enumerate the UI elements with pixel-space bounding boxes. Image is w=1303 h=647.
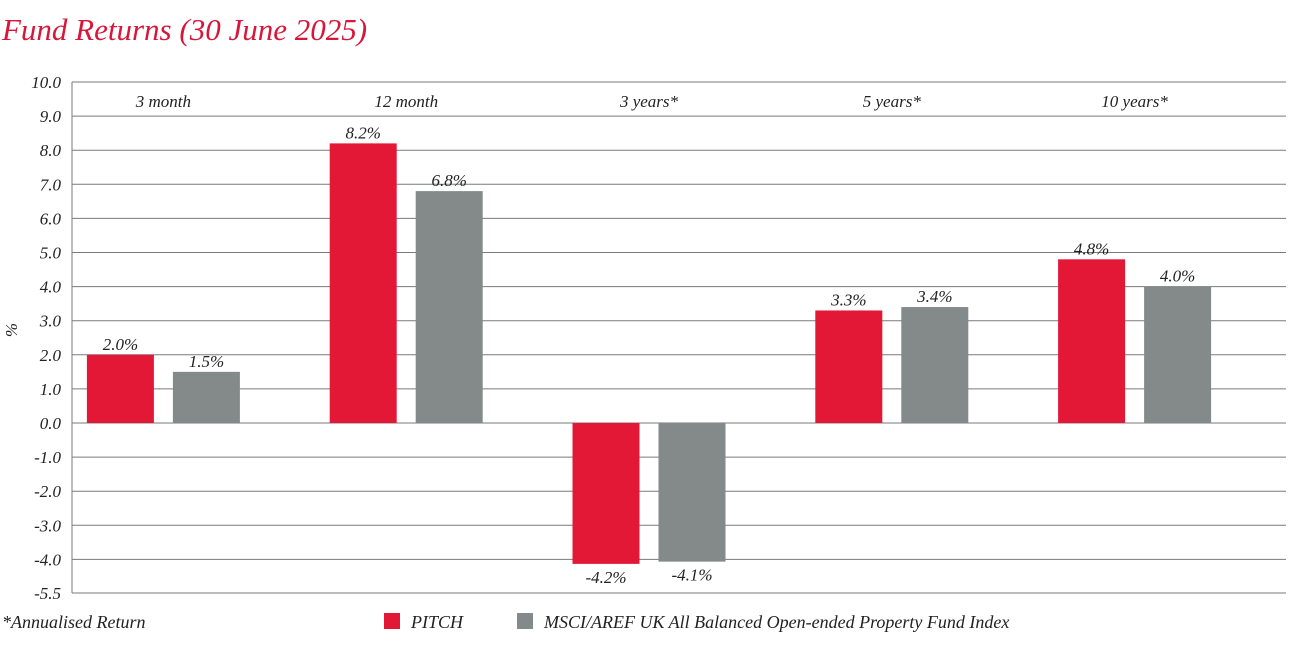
legend-label-pitch: PITCH: [410, 612, 464, 632]
bar-pitch: [329, 143, 397, 423]
y-tick-label: 4.0: [40, 278, 62, 297]
data-label: 4.0%: [1160, 267, 1195, 286]
bar-pitch: [86, 354, 154, 423]
bar-index: [901, 307, 969, 423]
y-tick-label: 3.0: [39, 312, 62, 331]
category-labels: 3 month 12 month 3 years* 5 years* 10 years*: [135, 92, 1169, 111]
data-label: -4.1%: [671, 566, 712, 585]
legend-swatch-index: [517, 613, 533, 629]
legend: PITCH MSCI/AREF UK All Balanced Open-ende…: [384, 612, 1009, 632]
y-tick-label: 10.0: [31, 73, 61, 92]
y-tick-label: 6.0: [40, 209, 62, 228]
y-tick-label: -4.0: [34, 550, 61, 569]
y-tick-label: -5.5: [34, 584, 61, 603]
data-label: -4.2%: [585, 568, 626, 587]
bar-index: [172, 371, 240, 423]
y-tick-label: 9.0: [40, 107, 62, 126]
category-label: 10 years*: [1101, 92, 1168, 111]
y-axis-label: %: [2, 323, 21, 337]
data-label: 3.4%: [916, 287, 952, 306]
footnote-annualised: *Annualised Return: [2, 612, 145, 632]
bar-pitch: [815, 310, 883, 423]
y-axis-ticks: 10.0 9.0 8.0 7.0 6.0 5.0 4.0 3.0 2.0 1.0 0.0 -1.0 -2…: [31, 73, 61, 603]
category-label: 5 years*: [863, 92, 922, 111]
bar-index: [658, 423, 726, 562]
data-label: 8.2%: [345, 123, 380, 142]
y-tick-label: 8.0: [40, 141, 62, 160]
data-label: 3.3%: [830, 290, 866, 309]
category-label: 3 month: [135, 92, 191, 111]
bars: [86, 143, 1212, 564]
data-labels: 2.0% 1.5% 8.2% 6.8% -4.2% -4.1% 3.3% 3.4% 4.8% 4.…: [103, 123, 1196, 587]
y-tick-label: 0.0: [40, 414, 62, 433]
data-label: 1.5%: [189, 352, 224, 371]
y-tick-label: 7.0: [40, 175, 62, 194]
y-tick-label: 2.0: [40, 346, 62, 365]
bar-pitch: [1058, 259, 1126, 423]
y-tick-label: 5.0: [40, 244, 62, 263]
y-tick-label: 1.0: [40, 380, 62, 399]
legend-swatch-pitch: [384, 613, 400, 629]
y-tick-label: -2.0: [34, 482, 61, 501]
y-tick-label: -1.0: [34, 448, 61, 467]
legend-label-index: MSCI/AREF UK All Balanced Open-ended Pro…: [543, 612, 1009, 632]
category-label: 3 years*: [619, 92, 679, 111]
category-label: 12 month: [374, 92, 438, 111]
data-label: 4.8%: [1074, 239, 1109, 258]
bar-index: [1144, 286, 1212, 423]
bar-index: [415, 191, 483, 423]
data-label: 2.0%: [103, 335, 138, 354]
y-tick-label: -3.0: [34, 516, 61, 535]
data-label: 6.8%: [431, 171, 466, 190]
chart-title: Fund Returns (30 June 2025): [1, 12, 367, 47]
bar-pitch: [572, 423, 640, 564]
